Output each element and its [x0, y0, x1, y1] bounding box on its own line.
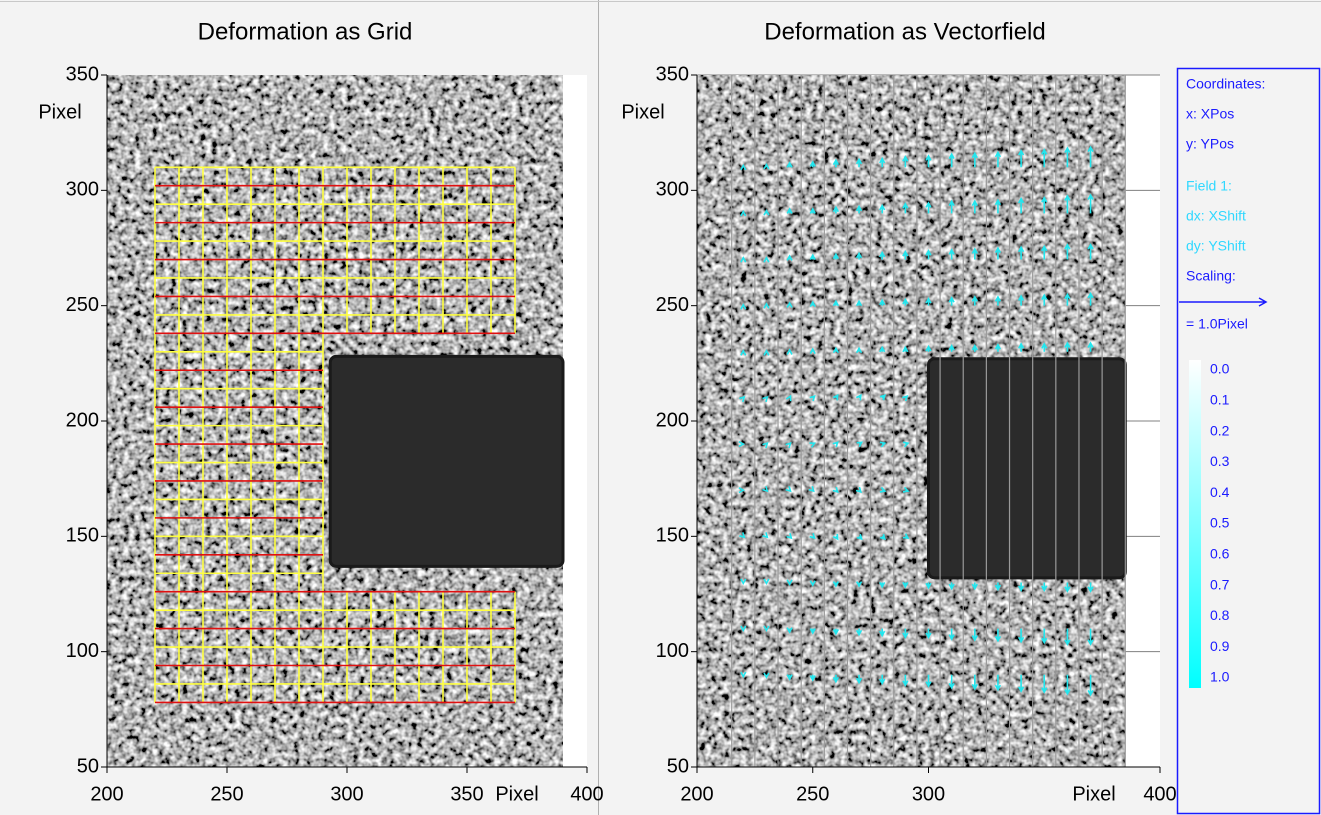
- y-tick-label: 200: [66, 409, 99, 431]
- y-tick-label: 50: [77, 755, 99, 777]
- legend-text: x: XPos: [1186, 106, 1234, 122]
- y-axis-label: Pixel: [621, 101, 664, 123]
- colorbar-label: 0.8: [1210, 607, 1230, 623]
- y-tick-label: 250: [656, 294, 689, 316]
- y-tick-label: 300: [656, 179, 689, 201]
- y-tick-label: 50: [667, 755, 689, 777]
- y-tick-label: 250: [66, 294, 99, 316]
- colorbar-label: 0.6: [1210, 546, 1230, 562]
- dark-region: [929, 359, 1126, 578]
- screen: Deformation as Grid 50 100 150 200 250 300 350 2…: [0, 0, 1321, 815]
- chart-title: Deformation as Vectorfield: [764, 18, 1045, 45]
- y-tick-label: 350: [66, 63, 99, 85]
- colorbar-label: 0.4: [1210, 484, 1230, 500]
- dark-region: [330, 356, 563, 566]
- legend-text: Scaling:: [1186, 268, 1236, 284]
- y-axis-label: Pixel: [38, 101, 81, 123]
- colorbar-label: 0.7: [1210, 576, 1230, 592]
- colorbar-label: 1.0: [1210, 669, 1230, 685]
- x-tick-label: 400: [1143, 783, 1176, 805]
- x-tick-label: 200: [680, 783, 713, 805]
- colorbar-label: 0.0: [1210, 361, 1230, 377]
- y-tick-label: 300: [66, 179, 99, 201]
- colorbar: [1189, 360, 1201, 688]
- y-tick-label: 100: [66, 640, 99, 662]
- x-axis-label: Pixel: [1072, 783, 1115, 805]
- legend-text: dy: YShift: [1186, 238, 1246, 254]
- page: Deformation as Grid 50 100 150 200 250 300 350 2…: [0, 0, 1321, 815]
- x-tick-label: 300: [912, 783, 945, 805]
- y-tick-label: 100: [656, 640, 689, 662]
- colorbar-label: 0.1: [1210, 392, 1230, 408]
- colorbar-label: 0.5: [1210, 515, 1230, 531]
- y-tick-label: 150: [656, 525, 689, 547]
- x-tick-label: 300: [330, 783, 363, 805]
- legend-text: Field 1:: [1186, 178, 1232, 194]
- x-tick-label: 400: [570, 783, 603, 805]
- colorbar-label: 0.3: [1210, 453, 1230, 469]
- colorbar-label: 0.9: [1210, 638, 1230, 654]
- y-tick-label: 150: [66, 525, 99, 547]
- x-tick-label: 200: [90, 783, 123, 805]
- x-axis-label: Pixel: [495, 783, 538, 805]
- colorbar-label: 0.2: [1210, 422, 1230, 438]
- legend-text: dx: XShift: [1186, 208, 1246, 224]
- chart-title: Deformation as Grid: [198, 18, 413, 45]
- x-tick-label: 250: [796, 783, 829, 805]
- x-tick-label: 350: [450, 783, 483, 805]
- legend-text: y: YPos: [1186, 136, 1234, 152]
- y-tick-label: 350: [656, 63, 689, 85]
- legend-text: Coordinates:: [1186, 76, 1265, 92]
- legend-text: = 1.0Pixel: [1186, 316, 1248, 332]
- x-tick-label: 250: [210, 783, 243, 805]
- y-tick-label: 200: [656, 409, 689, 431]
